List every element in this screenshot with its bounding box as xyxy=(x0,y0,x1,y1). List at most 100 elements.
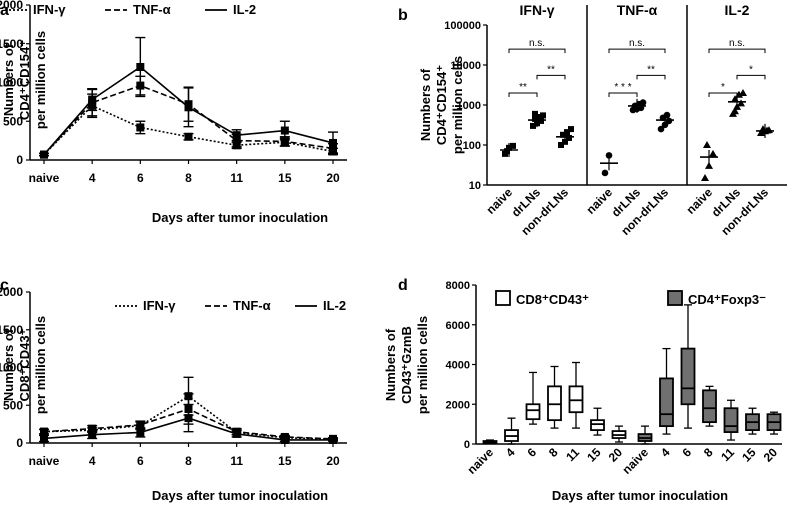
x-tick-label: 20 xyxy=(606,445,626,465)
y-tick-label: 1500 xyxy=(0,37,23,51)
significance-bracket xyxy=(636,74,666,80)
data-point xyxy=(705,161,713,169)
panel-a-ylabel-line3: per million cells xyxy=(33,31,48,129)
data-point xyxy=(136,428,145,437)
data-point xyxy=(280,435,289,444)
data-point xyxy=(709,149,717,157)
panel-a-ylabel: Numbers of CD4⁺CD154⁺ per million cells xyxy=(1,31,48,129)
x-tick-label: 6 xyxy=(137,171,144,185)
x-tick-label: naive xyxy=(620,445,652,477)
panel-b-ylabel-line3: per million cells xyxy=(450,56,465,154)
legend-label: TNF-α xyxy=(233,298,271,313)
x-tick-label: 20 xyxy=(326,171,340,185)
significance-label: ** xyxy=(647,64,655,75)
y-tick-label: 1000 xyxy=(0,76,23,90)
x-tick-label: 15 xyxy=(739,445,759,465)
data-point xyxy=(504,148,510,155)
y-tick-label: 2000 xyxy=(0,285,23,299)
y-tick-label: 4000 xyxy=(446,360,470,372)
panel-d-ylabel: Numbers of CD43⁺GzmB per million cells xyxy=(383,316,430,414)
significance-label: n.s. xyxy=(529,38,545,49)
data-point xyxy=(329,138,337,147)
significance-label: n.s. xyxy=(629,38,645,49)
significance-label: * * * xyxy=(614,82,631,93)
x-tick-label: 15 xyxy=(278,171,292,185)
significance-bracket xyxy=(736,74,766,80)
legend-label: IFN-γ xyxy=(33,2,66,17)
data-point xyxy=(703,141,711,148)
data-point xyxy=(184,414,193,423)
y-tick-label: 1000 xyxy=(0,361,23,375)
panel-b-ylabel: Numbers of CD4⁺CD154⁺ per million cells xyxy=(418,56,465,154)
y-tick-label: 10 xyxy=(469,180,481,192)
data-point xyxy=(136,63,145,71)
significance-bracket xyxy=(508,48,566,54)
box xyxy=(659,377,674,428)
x-tick-label: 6 xyxy=(137,454,144,468)
x-tick-label: 11 xyxy=(563,445,582,464)
panel-c-ylabel-line3: per million cells xyxy=(33,316,48,414)
x-tick-label: 4 xyxy=(658,445,673,460)
y-tick-label: 0 xyxy=(464,439,470,451)
data-point xyxy=(665,117,673,125)
box xyxy=(702,389,717,424)
data-point xyxy=(40,427,48,436)
data-point xyxy=(88,430,97,439)
box xyxy=(568,385,584,414)
panel-d-ylabel-line1: Numbers of xyxy=(383,328,398,401)
data-point xyxy=(657,125,665,133)
data-point xyxy=(564,129,570,136)
plots: 0500100015002000naive468111520IFN-γTNF-α… xyxy=(0,0,787,477)
x-tick-label: naive xyxy=(29,454,60,468)
panel-a-ylabel-line1: Numbers of xyxy=(1,43,16,116)
group-title: IL-2 xyxy=(725,2,750,18)
x-tick-label: naive xyxy=(29,171,60,185)
x-tick-label: 20 xyxy=(761,445,781,465)
x-tick-label: 8 xyxy=(185,454,192,468)
data-point xyxy=(136,123,145,132)
panel-a-letter: a xyxy=(0,2,9,19)
legend-label: IL-2 xyxy=(323,298,346,313)
data-point xyxy=(540,112,546,119)
panel-c-letter: c xyxy=(0,277,9,294)
data-point xyxy=(184,103,193,112)
x-tick-label: 20 xyxy=(326,454,340,468)
legend-label: IFN-γ xyxy=(143,298,176,313)
data-point xyxy=(136,420,145,429)
x-tick-label: 11 xyxy=(718,445,737,464)
panel-a-xlabel: Days after tumor inoculation xyxy=(152,210,328,225)
data-point xyxy=(536,114,542,121)
data-point xyxy=(510,142,516,149)
panel-d-ylabel-line3: per million cells xyxy=(415,316,430,414)
x-tick-label: 6 xyxy=(524,445,539,460)
x-tick-label: 6 xyxy=(679,445,694,460)
significance-label: * xyxy=(749,64,753,75)
data-point xyxy=(329,435,337,444)
y-tick-label: 500 xyxy=(3,114,23,128)
panel-b-ylabel-line2: CD4⁺CD154⁺ xyxy=(434,65,449,145)
significance-bracket xyxy=(608,92,638,97)
legend-label: IL-2 xyxy=(233,2,256,17)
panel-d-xlabel: Days after tumor inoculation xyxy=(552,488,728,503)
y-tick-label: 500 xyxy=(3,398,23,412)
significance-bracket xyxy=(608,48,666,54)
panel-c-ylabel: Numbers of CD8⁺CD43⁺ per million cells xyxy=(1,316,48,414)
panel-d-letter: d xyxy=(398,277,408,294)
data-point xyxy=(532,115,538,122)
x-tick-label: 11 xyxy=(230,454,243,468)
x-tick-label: 15 xyxy=(278,454,292,468)
x-tick-label: 4 xyxy=(503,445,518,460)
significance-label: n.s. xyxy=(729,38,745,49)
panel-b-letter: b xyxy=(398,7,408,24)
data-point xyxy=(538,117,544,124)
panel-c-ylabel-line1: Numbers of xyxy=(1,328,16,401)
significance-bracket xyxy=(708,92,738,97)
x-tick-label: 11 xyxy=(230,171,243,185)
data-point xyxy=(731,107,739,115)
significance-label: * xyxy=(721,82,725,93)
group-title: IFN-γ xyxy=(520,2,555,18)
y-tick-label: 8000 xyxy=(446,280,470,292)
data-point xyxy=(601,169,609,177)
data-point xyxy=(532,110,538,117)
y-tick-label: 1000 xyxy=(457,100,481,112)
